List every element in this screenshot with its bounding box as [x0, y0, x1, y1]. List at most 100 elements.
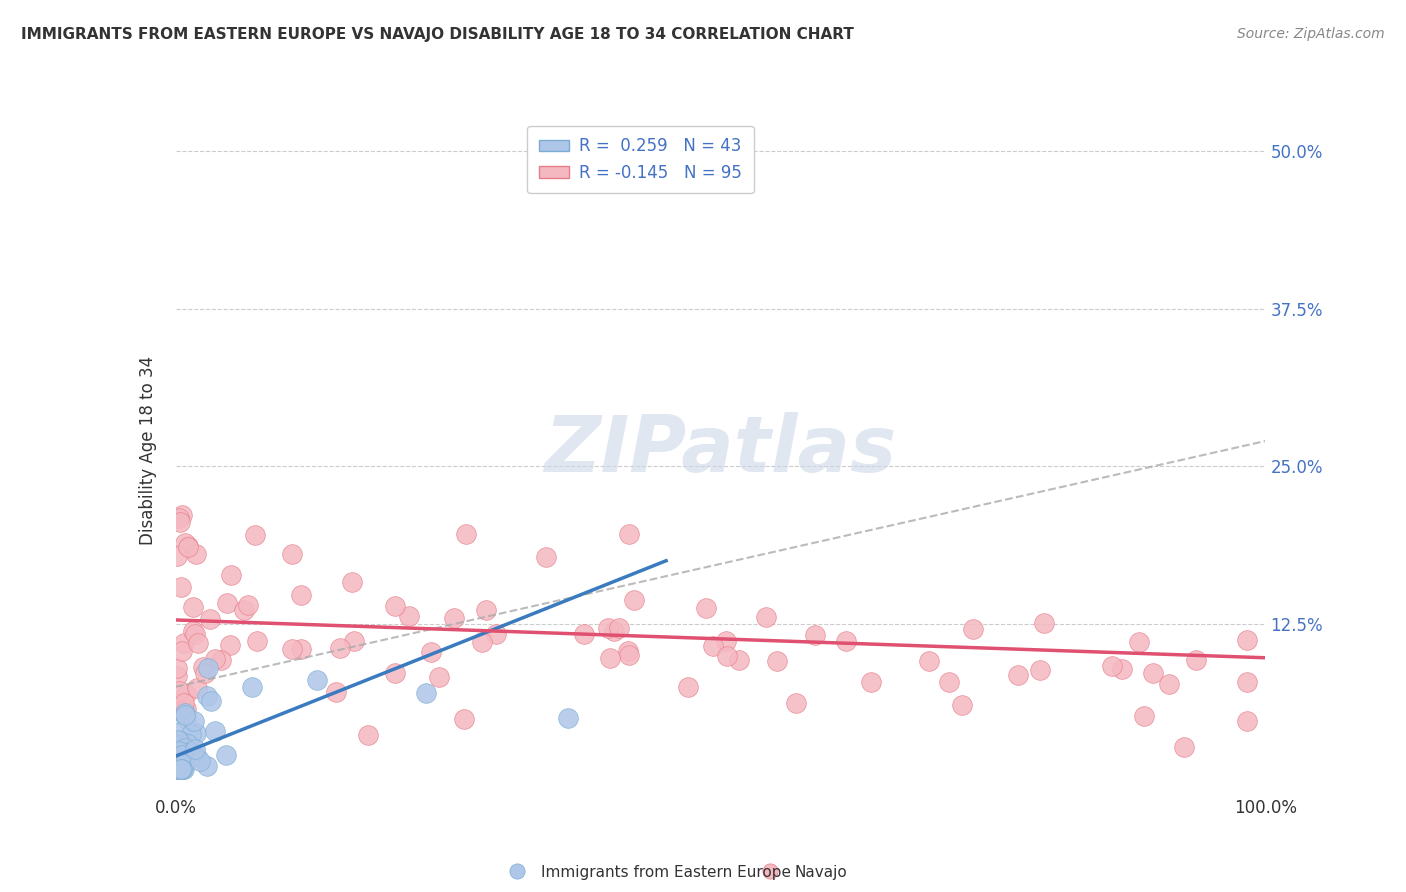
Text: Immigrants from Eastern Europe: Immigrants from Eastern Europe	[541, 865, 792, 880]
Point	[204, 652, 226, 666]
Point	[702, 639, 724, 653]
Point	[169, 734, 191, 748]
Point	[759, 864, 782, 879]
Point	[860, 674, 883, 689]
Point	[166, 762, 188, 776]
Point	[173, 635, 195, 649]
Point	[173, 696, 195, 710]
Point	[219, 638, 242, 652]
Point	[617, 648, 640, 663]
Point	[186, 681, 208, 695]
Point	[167, 737, 190, 751]
Point	[170, 644, 193, 658]
Point	[602, 624, 624, 639]
Point	[415, 686, 437, 700]
Point	[183, 714, 205, 728]
Point	[186, 547, 208, 561]
Point	[200, 694, 222, 708]
Point	[1142, 666, 1164, 681]
Point	[534, 550, 557, 565]
Text: Navajo: Navajo	[794, 865, 848, 880]
Point	[219, 567, 242, 582]
Point	[170, 762, 193, 776]
Point	[165, 738, 187, 752]
Point	[170, 580, 193, 594]
Text: IMMIGRANTS FROM EASTERN EUROPE VS NAVAJO DISABILITY AGE 18 TO 34 CORRELATION CHA: IMMIGRANTS FROM EASTERN EUROPE VS NAVAJO…	[21, 27, 853, 42]
Point	[187, 636, 209, 650]
Point	[950, 698, 973, 712]
Point	[835, 633, 858, 648]
Point	[179, 745, 201, 759]
Point	[714, 634, 737, 648]
Point	[485, 626, 508, 640]
Text: ZIPatlas: ZIPatlas	[544, 412, 897, 489]
Point	[181, 600, 204, 615]
Point	[918, 654, 941, 668]
Point	[184, 741, 207, 756]
Point	[728, 653, 751, 667]
Point	[596, 621, 619, 635]
Point	[177, 737, 200, 751]
Point	[173, 743, 195, 757]
Point	[170, 705, 193, 719]
Point	[765, 655, 787, 669]
Point	[173, 706, 195, 721]
Point	[186, 749, 208, 764]
Point	[1133, 709, 1156, 723]
Point	[194, 665, 217, 680]
Point	[599, 651, 621, 665]
Point	[170, 762, 193, 776]
Point	[1184, 652, 1206, 666]
Point	[174, 702, 197, 716]
Point	[172, 508, 194, 522]
Point	[166, 549, 188, 564]
Point	[1029, 663, 1052, 677]
Point	[173, 707, 195, 722]
Point	[1236, 714, 1258, 729]
Point	[475, 603, 498, 617]
Point	[755, 610, 778, 624]
Point	[166, 762, 188, 776]
Point	[200, 612, 222, 626]
Point	[204, 724, 226, 739]
Point	[962, 622, 984, 636]
Point	[170, 747, 193, 762]
Point	[290, 588, 312, 602]
Point	[1173, 739, 1195, 754]
Point	[695, 600, 717, 615]
Point	[243, 528, 266, 542]
Point	[357, 728, 380, 742]
Point	[181, 749, 204, 764]
Point	[307, 673, 329, 688]
Point	[177, 539, 200, 553]
Point	[246, 633, 269, 648]
Point	[471, 634, 494, 648]
Point	[1007, 667, 1029, 681]
Point	[1236, 632, 1258, 647]
Point	[676, 681, 699, 695]
Point	[1236, 674, 1258, 689]
Point	[804, 627, 827, 641]
Point	[325, 684, 347, 698]
Point	[166, 669, 188, 683]
Point	[557, 711, 579, 725]
Point	[209, 653, 232, 667]
Point	[174, 745, 197, 759]
Point	[174, 687, 197, 701]
Point	[169, 515, 191, 529]
Point	[329, 640, 352, 655]
Point	[290, 642, 312, 657]
Point	[188, 755, 211, 769]
Point	[281, 641, 304, 656]
Point	[623, 592, 645, 607]
Point	[617, 527, 640, 541]
Point	[427, 670, 450, 684]
Point	[443, 611, 465, 625]
Point	[195, 690, 218, 704]
Y-axis label: Disability Age 18 to 34: Disability Age 18 to 34	[139, 356, 157, 545]
Point	[1157, 676, 1180, 690]
Text: Source: ZipAtlas.com: Source: ZipAtlas.com	[1237, 27, 1385, 41]
Point	[236, 599, 259, 613]
Point	[785, 697, 807, 711]
Point	[280, 547, 302, 561]
